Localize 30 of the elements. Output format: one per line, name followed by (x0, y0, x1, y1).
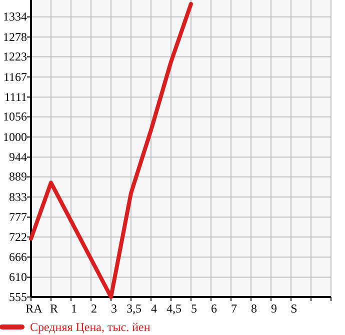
y-tick-label: 944 (9, 150, 27, 164)
x-tick-label: 5 (191, 302, 197, 316)
y-tick-label: 1111 (4, 90, 27, 104)
x-tick-label: 2 (91, 302, 97, 316)
x-tick-label: S (290, 302, 298, 316)
x-tick-label: 7 (231, 302, 237, 316)
x-tick-label: 6 (211, 302, 217, 316)
x-tick-label: R (50, 302, 58, 316)
x-tick-label: 9 (271, 302, 277, 316)
y-tick-label: 722 (9, 230, 27, 244)
x-tick-label: 8 (251, 302, 257, 316)
y-tick-label: 1223 (3, 50, 27, 64)
x-tick-label: 4 (151, 302, 157, 316)
legend-label: Средняя Цена, тыс. йен (30, 320, 151, 334)
y-tick-label: 889 (9, 170, 27, 184)
y-tick-label: 666 (9, 250, 27, 264)
x-tick-label: RA (26, 302, 43, 316)
x-tick-label: 3 (111, 302, 117, 316)
y-tick-label: 1334 (3, 10, 27, 24)
x-tick-label: 3,5 (126, 302, 142, 316)
y-tick-label: 777 (9, 210, 27, 224)
y-tick-label: 1000 (3, 130, 27, 144)
y-tick-label: 555 (9, 290, 27, 304)
y-tick-label: 1056 (3, 110, 27, 124)
x-tick-label: 1 (71, 302, 77, 316)
y-tick-label: 1278 (3, 30, 27, 44)
y-tick-label: 1167 (3, 70, 27, 84)
x-tick-label: 4,5 (166, 302, 182, 316)
y-tick-label: 610 (9, 270, 27, 284)
y-tick-label: 833 (9, 190, 27, 204)
